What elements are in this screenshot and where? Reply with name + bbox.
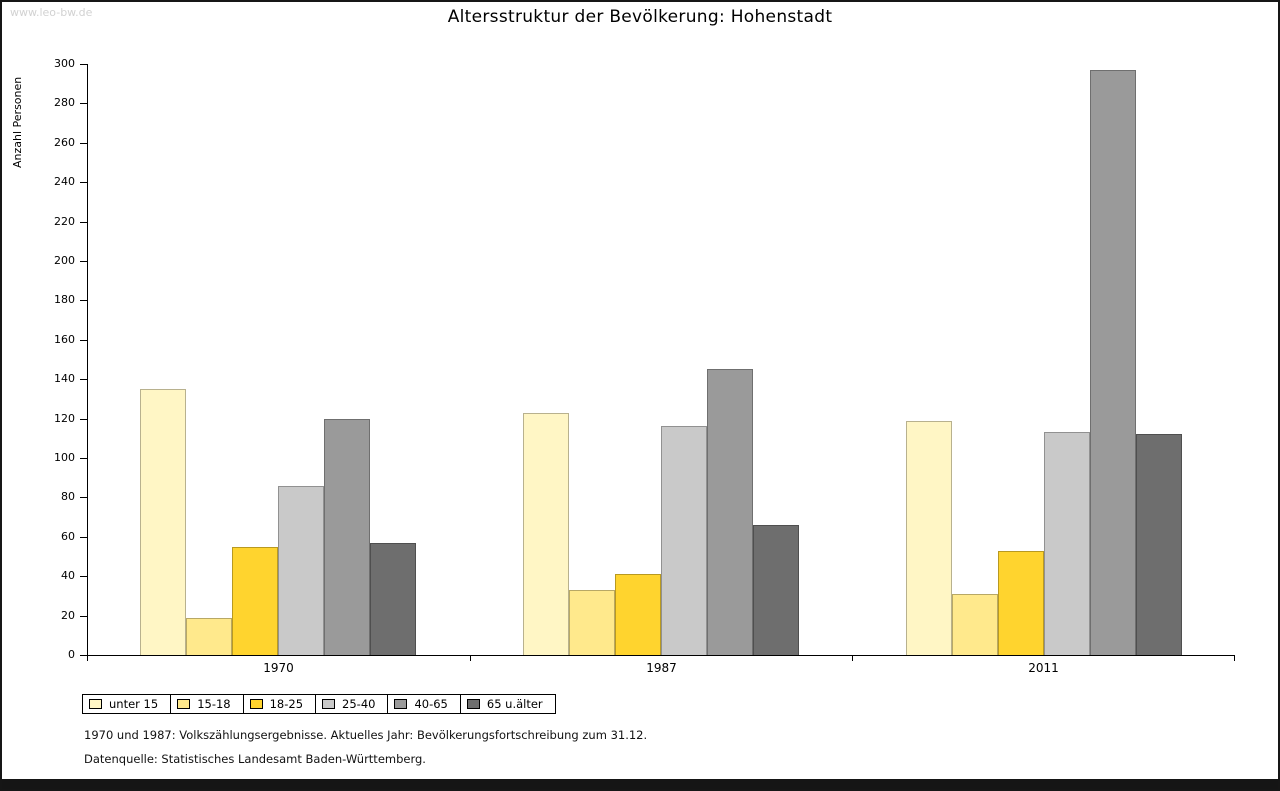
bar-unter-15-1987: [523, 413, 569, 655]
legend-item: 65 u.älter: [461, 695, 555, 713]
y-tick-label: 260: [54, 136, 75, 149]
y-tick-label: 140: [54, 372, 75, 385]
y-tick-label: 180: [54, 293, 75, 306]
bar-18-25-1987: [615, 574, 661, 655]
bar-65-u.älter-1987: [753, 525, 799, 655]
legend-swatch: [466, 699, 480, 709]
legend-label: unter 15: [109, 697, 159, 711]
y-tick-label: 80: [61, 490, 75, 503]
y-tick-label: 120: [54, 412, 75, 425]
y-tick-mark: [80, 537, 87, 538]
bar-25-40-2011: [1044, 432, 1090, 655]
legend-item: 18-25: [244, 695, 317, 713]
legend: unter 15 15-18 18-25 25-40 40-65 65 u.älter: [82, 694, 556, 714]
legend-label: 18-25: [269, 697, 304, 711]
y-tick-mark: [80, 261, 87, 262]
bar-25-40-1970: [278, 486, 324, 655]
legend-swatch: [394, 699, 408, 709]
y-tick-label: 40: [61, 569, 75, 582]
legend-label: 40-65: [414, 697, 448, 711]
legend-swatch: [249, 699, 263, 709]
x-tick-mark: [470, 656, 471, 661]
y-tick-mark: [80, 419, 87, 420]
y-tick-mark: [80, 64, 87, 65]
bar-15-18-1987: [569, 590, 615, 655]
y-tick-mark: [80, 655, 87, 656]
chart-title: Altersstruktur der Bevölkerung: Hohensta…: [447, 7, 833, 27]
bar-65-u.älter-1970: [370, 543, 416, 655]
y-tick-label: 280: [54, 96, 75, 109]
x-category-label: 2011: [1028, 661, 1059, 675]
y-tick-mark: [80, 103, 87, 104]
footnotes: 1970 und 1987: Volkszählungsergebnisse. …: [84, 728, 647, 776]
footnote-1: 1970 und 1987: Volkszählungsergebnisse. …: [84, 728, 648, 742]
x-tick-mark: [1234, 656, 1235, 661]
bar-40-65-1987: [707, 369, 753, 655]
bar-15-18-2011: [952, 594, 998, 655]
legend-swatch: [322, 699, 336, 709]
legend-swatch: [89, 699, 102, 709]
bar-65-u.älter-2011: [1136, 434, 1182, 655]
y-tick-mark: [80, 379, 87, 380]
bottom-bar: [2, 779, 1278, 789]
y-tick-label: 100: [54, 451, 75, 464]
legend-item: 15-18: [171, 695, 244, 713]
y-tick-mark: [80, 576, 87, 577]
legend-item: unter 15: [83, 695, 172, 713]
footnote-2: Datenquelle: Statistisches Landesamt Bad…: [84, 752, 426, 766]
y-tick-label: 60: [61, 530, 75, 543]
legend-item: 25-40: [316, 695, 389, 713]
bar-40-65-2011: [1090, 70, 1136, 655]
y-tick-label: 240: [54, 175, 75, 188]
legend-label: 15-18: [197, 697, 231, 711]
bar-unter-15-2011: [906, 421, 952, 655]
bar-40-65-1970: [324, 419, 370, 655]
x-axis-line: [87, 655, 1235, 656]
x-tick-mark: [87, 656, 88, 661]
y-tick-label: 160: [54, 333, 75, 346]
legend-label: 65 u.älter: [486, 697, 543, 711]
bar-25-40-1987: [661, 426, 707, 655]
y-tick-label: 200: [54, 254, 75, 267]
x-category-label: 1970: [263, 661, 294, 675]
y-tick-mark: [80, 340, 87, 341]
y-tick-label: 20: [61, 609, 75, 622]
y-tick-mark: [80, 222, 87, 223]
y-axis-line: [87, 64, 88, 656]
y-tick-label: 0: [68, 648, 75, 661]
y-tick-mark: [80, 497, 87, 498]
watermark: www.leo-bw.de: [10, 6, 93, 19]
y-tick-mark: [80, 182, 87, 183]
legend-swatch: [177, 699, 191, 709]
y-tick-mark: [80, 143, 87, 144]
bar-15-18-1970: [186, 618, 232, 655]
x-tick-mark: [852, 656, 853, 661]
bar-unter-15-1970: [140, 389, 186, 655]
plot-area: 0 20 40 60 80 100 120 140 160 180 200 220 240 260 280 3…: [54, 57, 1235, 675]
legend-label: 25-40: [342, 697, 376, 711]
y-tick-mark: [80, 458, 87, 459]
bar-18-25-1970: [232, 547, 278, 655]
y-tick-label: 300: [54, 57, 75, 70]
y-tick-label: 220: [54, 215, 75, 228]
y-axis-label: Anzahl Personen: [11, 76, 24, 168]
bar-18-25-2011: [998, 551, 1044, 655]
y-tick-mark: [80, 300, 87, 301]
x-category-label: 1987: [646, 661, 677, 675]
legend-item: 40-65: [388, 695, 461, 713]
y-tick-mark: [80, 616, 87, 617]
